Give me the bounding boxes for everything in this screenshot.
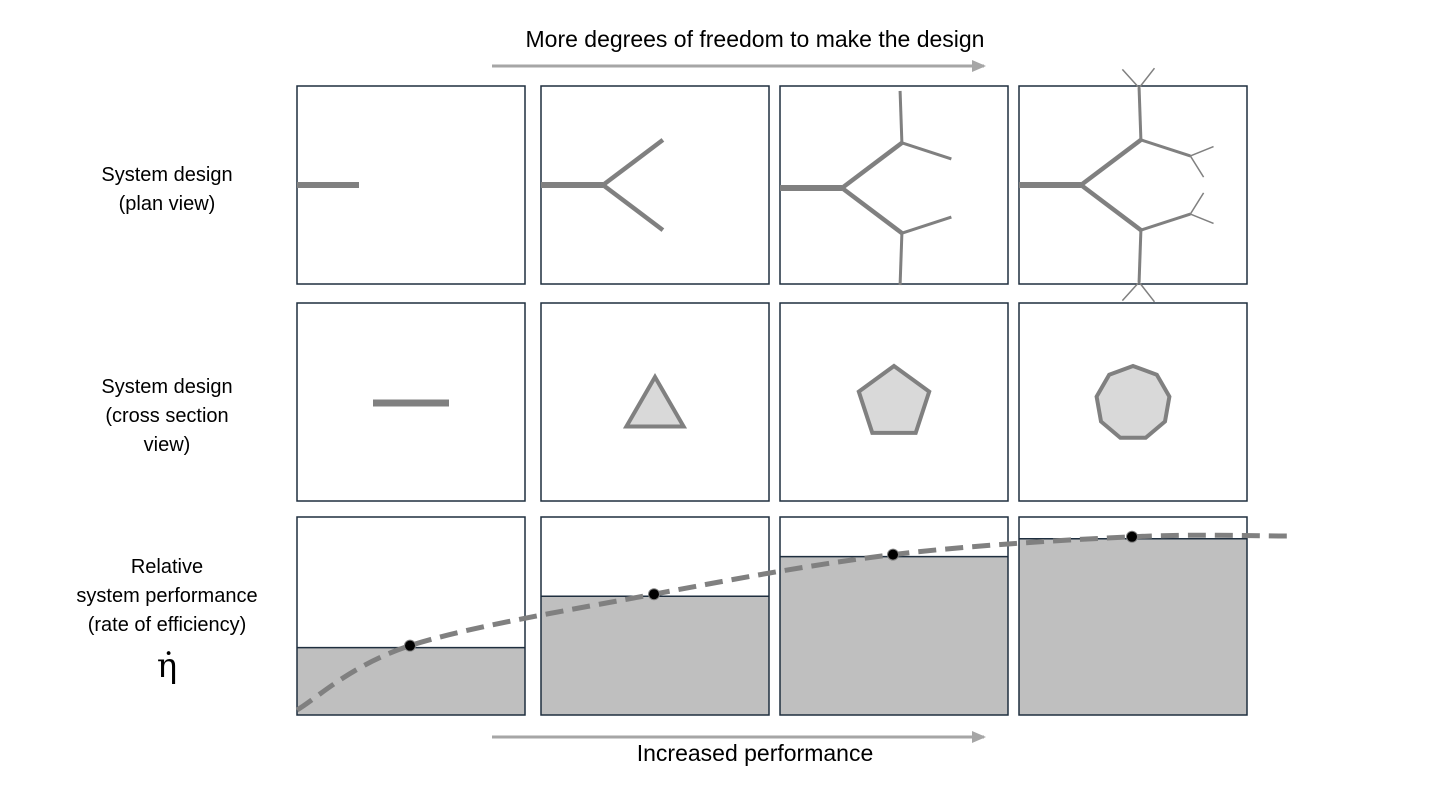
top-axis-title: More degrees of freedom to make the desi… (525, 26, 985, 52)
performance-bar (1019, 538, 1247, 715)
performance-point (404, 639, 416, 652)
row-label-performance: Relative system performance (rate of eff… (40, 553, 294, 686)
performance-bar (297, 647, 525, 715)
cross-section-nonagon (1094, 363, 1172, 440)
branch-segment (1138, 67, 1156, 89)
cross-section-panel (540, 302, 770, 502)
branch-segment (840, 186, 904, 235)
cross-section-panel (779, 302, 1009, 502)
branch-segment (901, 215, 952, 235)
branch-segment (1137, 230, 1143, 283)
performance-panel (1018, 516, 1248, 716)
branch-segment (1140, 138, 1191, 158)
branch-segment (1138, 281, 1156, 303)
performance-bar (541, 596, 769, 715)
branch-segment (898, 233, 904, 286)
branch-segment (601, 138, 665, 187)
cross-section-pentagon (856, 363, 932, 435)
branch-segment (1189, 155, 1205, 178)
branch-segment (1140, 212, 1191, 232)
cross-section-panel (296, 302, 526, 502)
cross-section-panel (1018, 302, 1248, 502)
branch-segment (601, 183, 665, 232)
branch-segment (840, 141, 904, 190)
row-label-plan-view-line1: System design (101, 164, 233, 186)
row-label-cross-section-line2: (cross section (105, 405, 229, 427)
row-label-performance-line1: Relative (130, 556, 204, 578)
performance-point (1126, 530, 1138, 543)
branch-segment (1137, 87, 1143, 140)
branch-segment (1189, 192, 1205, 215)
row-label-cross-section-line1: System design (101, 376, 233, 398)
row-label-plan-view-line2: (plan view) (118, 193, 216, 215)
performance-bar (780, 556, 1008, 715)
branch-segment (1121, 281, 1140, 302)
row-label-performance-line2: system performance (76, 585, 258, 607)
cross-section-triangle (622, 373, 688, 429)
branch-segment (1079, 138, 1143, 187)
row-label-plan-view: System design (plan view) (40, 161, 294, 219)
eta-dot-symbol: η̇ (156, 646, 178, 686)
performance-point (648, 588, 660, 601)
performance-point (887, 548, 899, 561)
performance-panel (540, 516, 770, 716)
bottom-axis-title: Increased performance (636, 740, 874, 766)
branch-segment (901, 141, 952, 161)
row-label-cross-section: System design (cross section view) (40, 373, 294, 460)
performance-panel (779, 516, 1009, 716)
row-label-cross-section-line3: view) (143, 434, 191, 456)
row-label-performance-line3: (rate of efficiency) (87, 614, 247, 636)
branch-segment (1121, 68, 1140, 89)
branch-segment (898, 90, 904, 143)
branch-segment (1079, 183, 1143, 232)
branch-segment (1190, 145, 1214, 157)
branch-segment (1190, 213, 1214, 225)
